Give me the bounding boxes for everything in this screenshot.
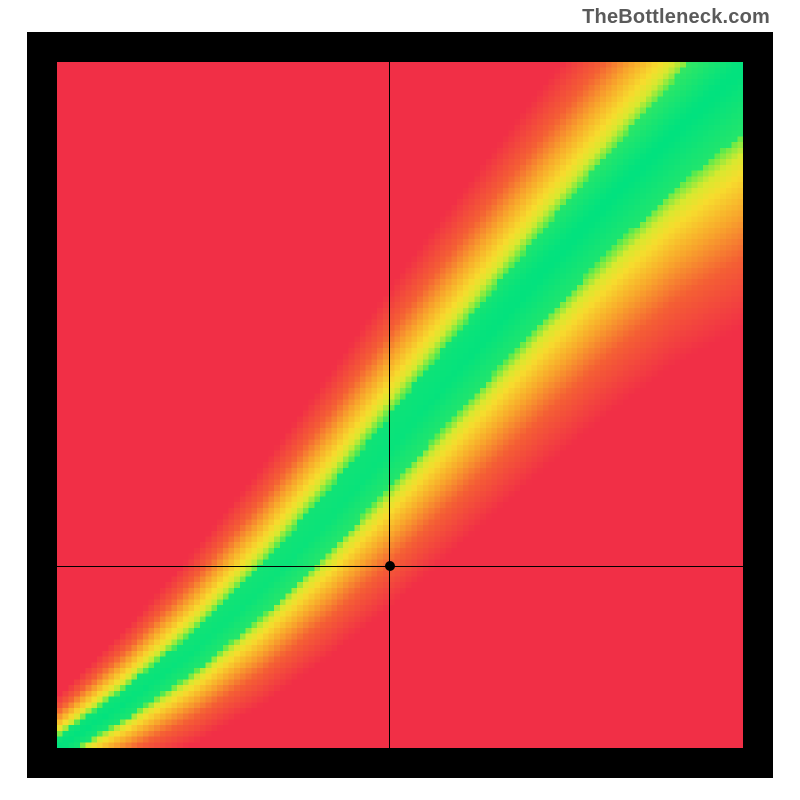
plot-frame — [27, 32, 773, 778]
crosshair-vertical — [389, 62, 390, 748]
heatmap-canvas — [57, 62, 743, 748]
crosshair-horizontal — [57, 566, 743, 567]
heatmap-plot — [57, 62, 743, 748]
crosshair-marker — [385, 561, 395, 571]
attribution-text: TheBottleneck.com — [582, 6, 770, 29]
